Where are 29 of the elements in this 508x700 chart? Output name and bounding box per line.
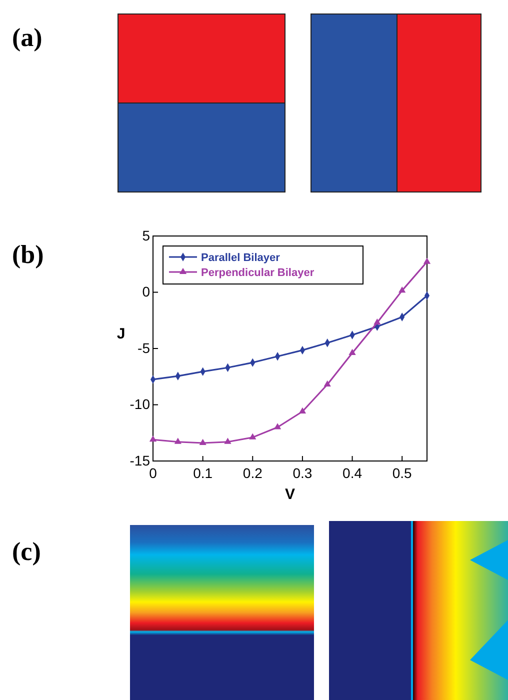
x-tick-label: 0.1 [193,465,213,481]
y-axis-title: J [116,326,126,342]
x-tick-label: 0.3 [292,465,312,481]
point [199,438,206,446]
point [423,258,431,264]
legend-label: Parallel Bilayer [201,252,281,264]
y-tick-label: -15 [130,452,150,468]
x-tick-label: 0.5 [392,465,412,481]
point [324,380,331,387]
text: (c) [12,537,41,566]
point [348,348,356,356]
point [374,318,381,325]
point [249,433,256,440]
point [224,438,232,444]
y-tick-label: 5 [142,227,150,244]
point [398,286,406,293]
y-tick-label: -5 [138,340,150,356]
point [174,438,182,444]
point [298,407,306,414]
y-tick-label: -10 [130,396,150,412]
x-axis-title: V [284,486,296,503]
legend-label: Perpendicular Bilayer [201,267,315,279]
point [149,436,157,442]
y-tick-label: 0 [142,284,150,300]
point [274,423,282,430]
text: (a) [12,23,42,52]
text: (b) [12,240,44,269]
x-tick-label: 0.2 [242,465,263,481]
x-tick-label: 0.4 [342,465,362,481]
